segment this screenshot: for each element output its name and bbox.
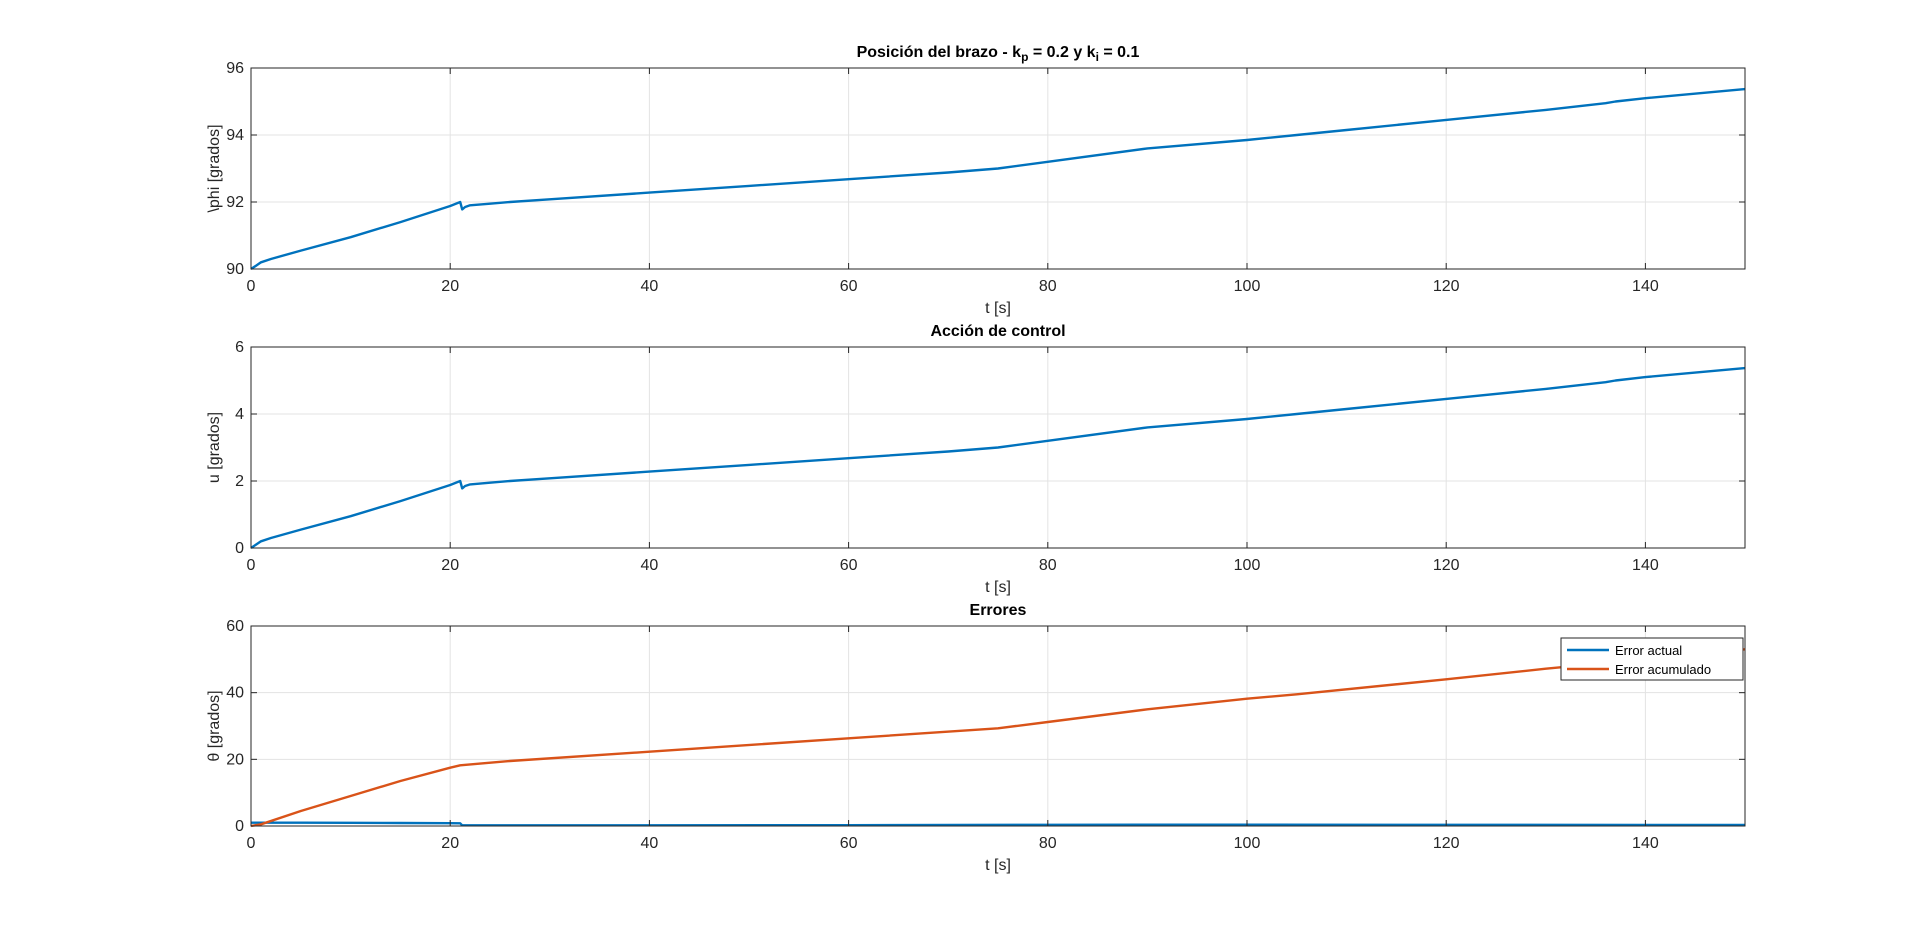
series-line-error-acumulado: [250, 648, 1746, 828]
x-tick-label: 120: [1433, 557, 1460, 574]
x-tick-label: 60: [840, 835, 858, 852]
x-tick-label: 60: [840, 557, 858, 574]
x-tick-label: 20: [441, 835, 459, 852]
x-tick-label: 0: [247, 278, 256, 295]
legend-entry: Error acumulado: [1615, 662, 1711, 677]
subplot-2: 0 20 40 60 80 100 120 140 0 2 4 6 t [s] u [grados] Acc…: [206, 323, 1746, 596]
x-tick-label: 0: [247, 557, 256, 574]
x-tick-label: 100: [1234, 835, 1261, 852]
y-tick-label: 60: [226, 618, 244, 635]
x-tick-label: 140: [1632, 835, 1659, 852]
y-axis-label: θ [grados]: [206, 690, 223, 761]
x-tick-label: 100: [1234, 278, 1261, 295]
y-tick-label: 92: [226, 194, 244, 211]
series-line-1: [250, 366, 1746, 549]
legend-entry: Error actual: [1615, 643, 1682, 658]
x-tick-label: 20: [441, 557, 459, 574]
axes-box: [250, 346, 1746, 549]
x-tick-label: 80: [1039, 835, 1057, 852]
title-part: Posición del brazo - k: [857, 44, 1022, 61]
x-tick-label: 60: [840, 278, 858, 295]
series-line-error-actual: [251, 821, 1746, 827]
x-tick-label: 40: [641, 557, 659, 574]
y-tick-label: 0: [235, 540, 244, 557]
y-tick-label: 40: [226, 685, 244, 702]
x-tick-label: 80: [1039, 557, 1057, 574]
title-part: = 0.1: [1099, 44, 1140, 61]
x-tick-label: 20: [441, 278, 459, 295]
x-tick-label: 80: [1039, 278, 1057, 295]
title-subscript: p: [1021, 50, 1028, 64]
axes-box: [250, 67, 1746, 270]
title-part: = 0.2 y k: [1028, 44, 1095, 61]
y-axis-label: \phi [grados]: [206, 124, 223, 212]
y-tick-label: 20: [226, 751, 244, 768]
plot-area: [251, 626, 1745, 826]
x-axis-label: t [s]: [985, 857, 1011, 874]
series-line-1: [250, 87, 1746, 271]
y-tick-label: 2: [235, 473, 244, 490]
y-tick-label: 94: [226, 127, 244, 144]
y-tick-label: 96: [226, 60, 244, 77]
x-axis-label: t [s]: [985, 300, 1011, 317]
subplot-1: 0 20 40 60 80 100 120 140 90 92 94 96 t [s] \phi [gra…: [206, 44, 1746, 317]
legend-box: [1560, 637, 1744, 681]
y-axis-label: u [grados]: [206, 412, 223, 483]
x-tick-label: 40: [641, 278, 659, 295]
x-tick-label: 100: [1234, 557, 1261, 574]
title-subscript: i: [1096, 50, 1099, 64]
y-tick-label: 90: [226, 261, 244, 278]
axes-box: [250, 625, 1746, 827]
y-tick-label: 6: [235, 339, 244, 356]
x-tick-label: 140: [1632, 557, 1659, 574]
chart-title: Posición del brazo - kp = 0.2 y ki = 0.1: [857, 44, 1140, 64]
x-tick-label: 40: [641, 835, 659, 852]
chart-title: Errores: [970, 602, 1027, 619]
y-tick-label: 0: [235, 818, 244, 835]
x-tick-label: 0: [247, 835, 256, 852]
x-tick-label: 140: [1632, 278, 1659, 295]
x-tick-label: 120: [1433, 278, 1460, 295]
y-tick-label: 4: [235, 406, 244, 423]
x-tick-label: 120: [1433, 835, 1460, 852]
chart-title: Acción de control: [930, 323, 1065, 340]
x-axis-label: t [s]: [985, 579, 1011, 596]
legend: Error actual Error acumulado: [1560, 637, 1744, 681]
subplot-3: 0 20 40 60 80 100 120 140 0 20 40 60 t [s] θ [grados]…: [206, 602, 1746, 874]
